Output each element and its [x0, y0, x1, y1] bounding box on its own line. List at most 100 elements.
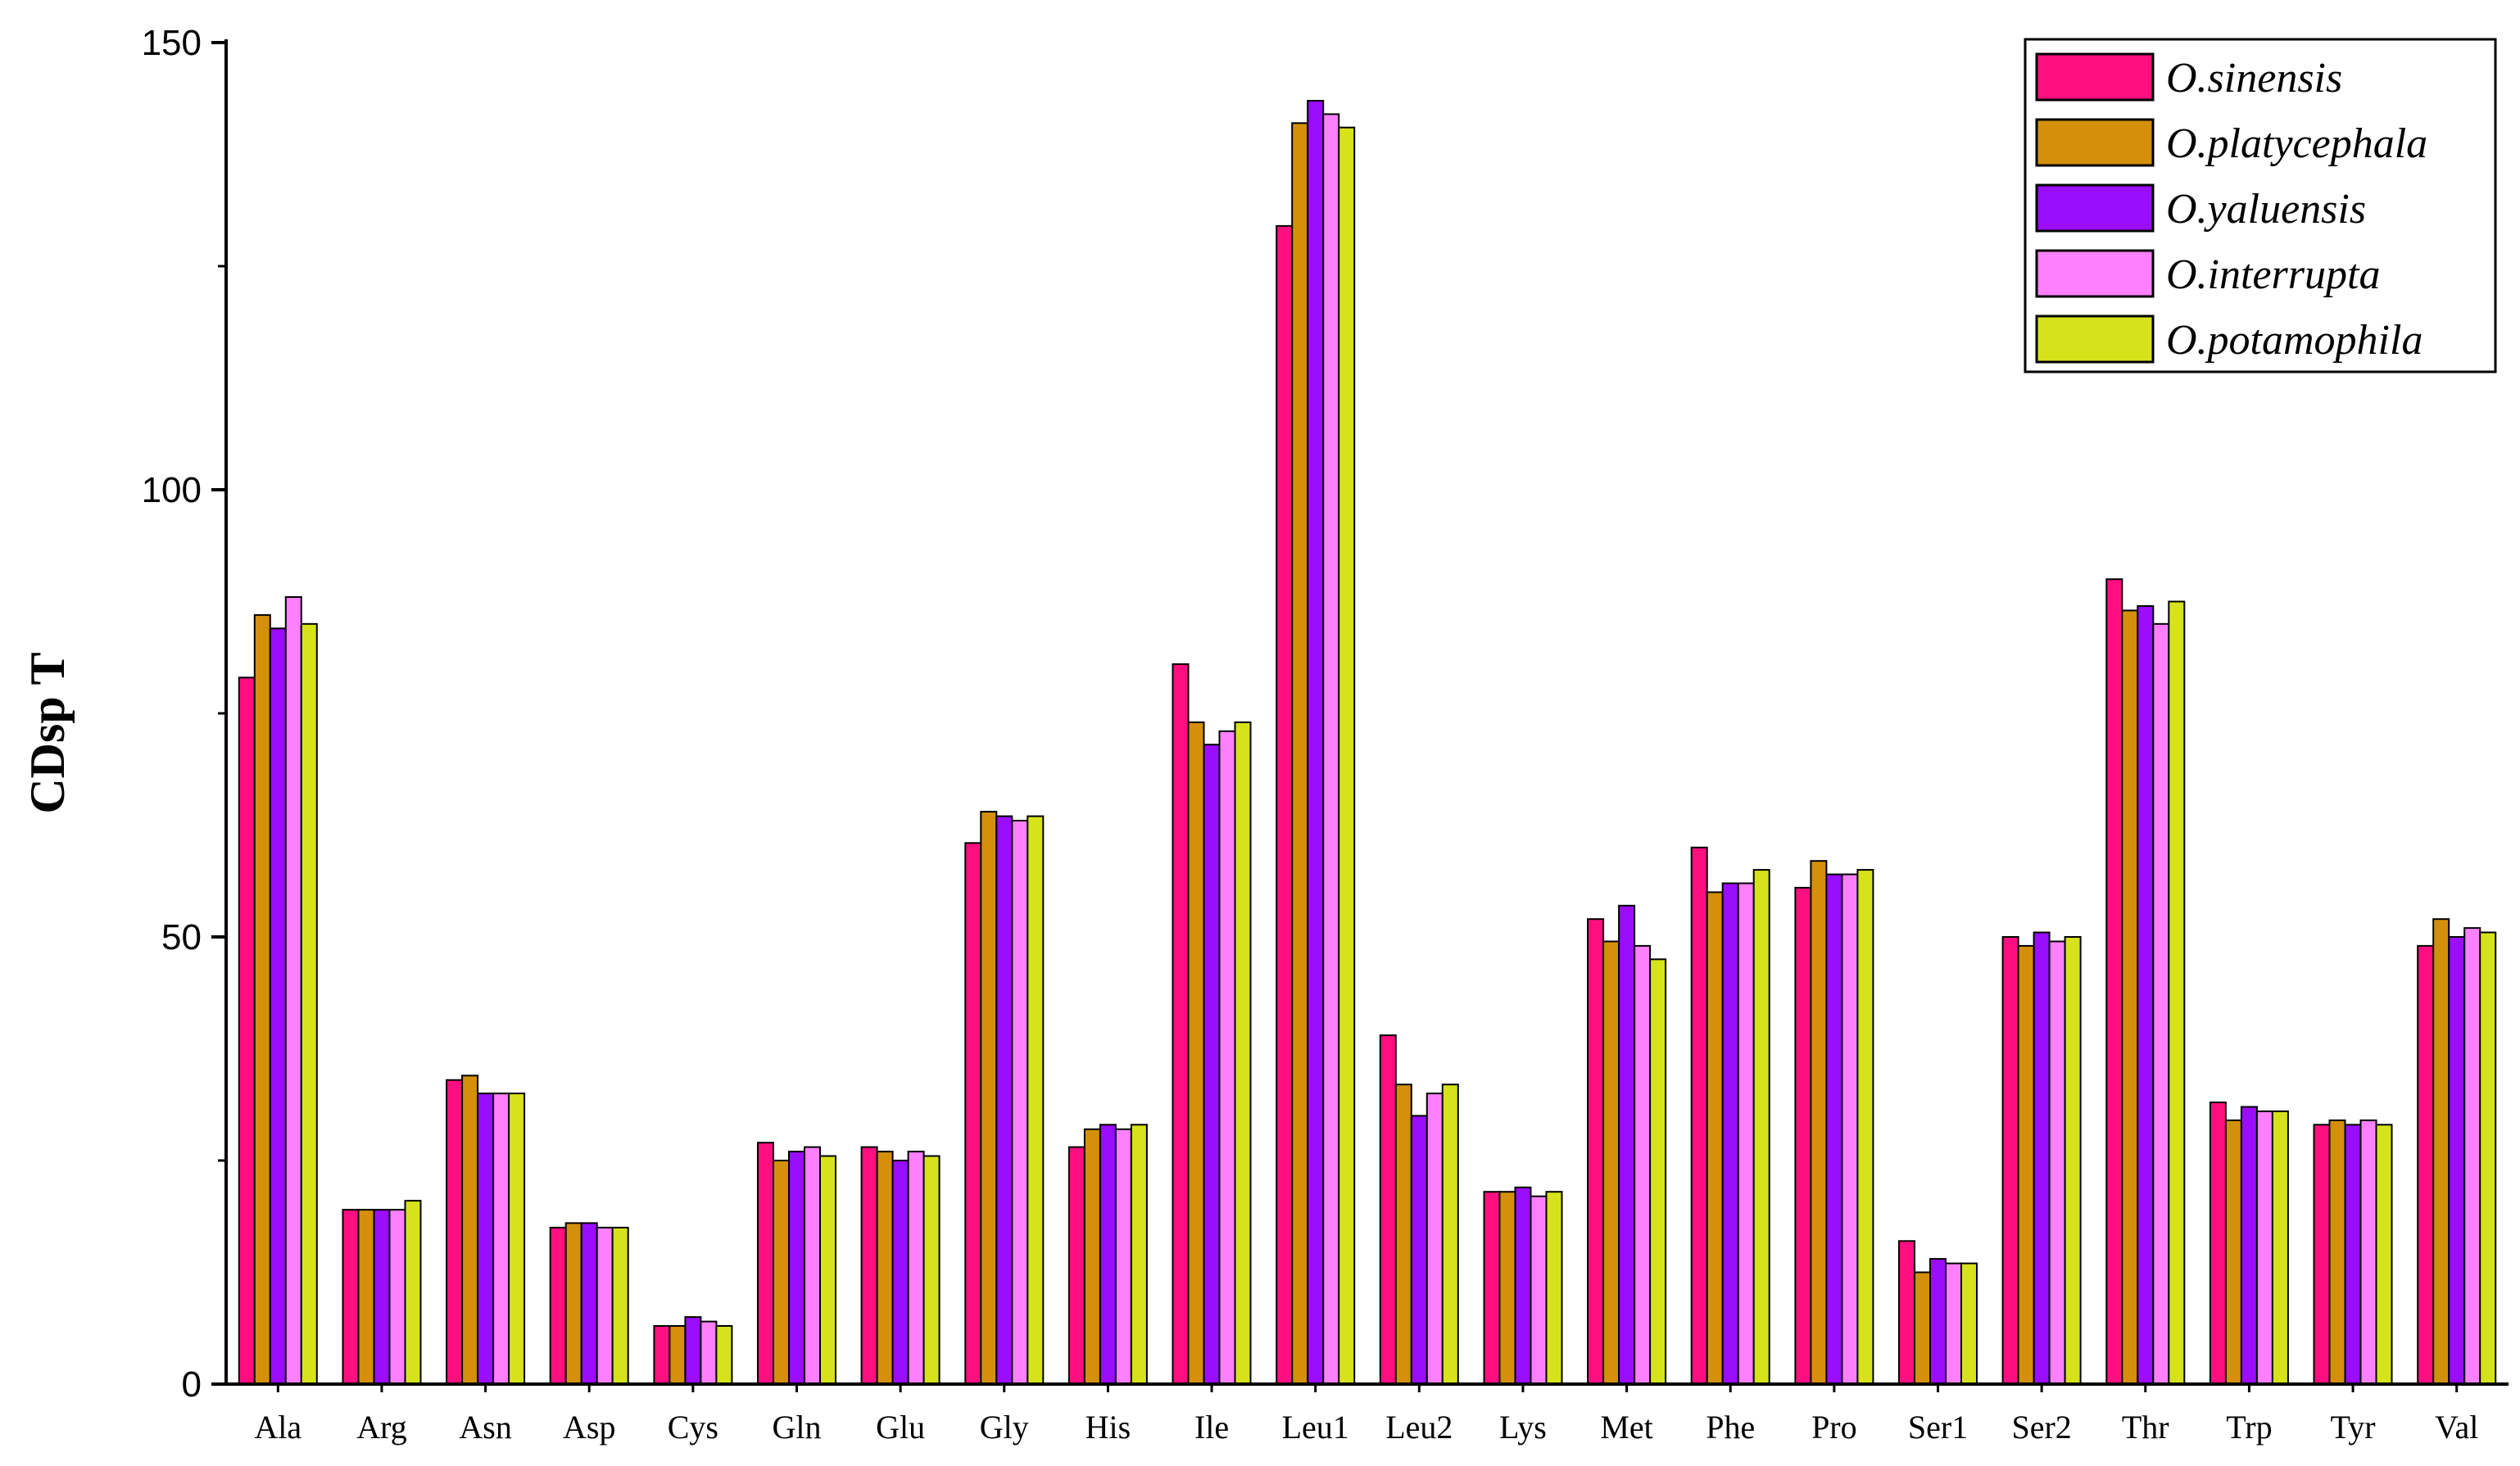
- bar-Lys-O.sinensis: [1483, 1191, 1501, 1385]
- bar-Phe-O.sinensis: [1690, 846, 1708, 1386]
- bar-Arg-O.platycephala: [357, 1209, 375, 1385]
- bar-Lys-O.potamophila: [1545, 1191, 1563, 1385]
- bar-Gln-O.potamophila: [819, 1155, 836, 1385]
- bar-Ala-O.yaluensis: [269, 627, 287, 1385]
- bar-His-O.potamophila: [1130, 1124, 1148, 1386]
- bar-Tyr-O.platycephala: [2328, 1119, 2346, 1386]
- bar-Cys-O.platycephala: [669, 1325, 687, 1385]
- legend-label-O.platycephala: O.platycephala: [2166, 120, 2427, 167]
- bar-His-O.sinensis: [1067, 1146, 1086, 1385]
- bar-Trp-O.potamophila: [2271, 1110, 2289, 1386]
- bar-Asp-O.sinensis: [549, 1226, 567, 1386]
- bar-Asp-O.potamophila: [611, 1226, 629, 1386]
- bar-Leu2-O.platycephala: [1394, 1084, 1412, 1385]
- y-axis-label: CDsp T: [20, 652, 75, 813]
- bar-Thr-O.platycephala: [2121, 609, 2139, 1385]
- bar-Met-O.sinensis: [1587, 918, 1605, 1385]
- bar-Leu2-O.sinensis: [1379, 1034, 1397, 1385]
- bar-Ser1-O.yaluensis: [1929, 1258, 1947, 1385]
- bar-Ser1-O.interrupta: [1945, 1262, 1962, 1385]
- bar-Thr-O.yaluensis: [2137, 605, 2155, 1385]
- bar-Thr-O.sinensis: [2105, 578, 2123, 1385]
- bar-Ser1-O.sinensis: [1898, 1240, 1915, 1386]
- x-tick-label-Ser2: Ser2: [2011, 1409, 2071, 1446]
- x-tick-label-Glu: Glu: [876, 1409, 925, 1446]
- bar-Asn-O.yaluensis: [477, 1093, 495, 1385]
- bar-Tyr-O.potamophila: [2375, 1124, 2393, 1386]
- legend-swatch-O.sinensis: [2035, 52, 2155, 102]
- x-tick-label-Thr: Thr: [2122, 1409, 2169, 1446]
- bar-Val-O.platycephala: [2432, 918, 2450, 1385]
- legend-swatch-O.potamophila: [2035, 314, 2155, 364]
- bar-Ser2-O.interrupta: [2048, 940, 2066, 1385]
- bar-Asn-O.interrupta: [492, 1093, 510, 1385]
- bar-Arg-O.interrupta: [388, 1209, 406, 1385]
- bar-Phe-O.potamophila: [1752, 869, 1770, 1385]
- bar-Ser1-O.platycephala: [1914, 1271, 1931, 1385]
- bar-Ile-O.potamophila: [1234, 721, 1252, 1385]
- bar-Ser2-O.potamophila: [2064, 936, 2082, 1385]
- bar-Trp-O.platycephala: [2224, 1119, 2242, 1386]
- bar-Ile-O.yaluensis: [1203, 744, 1221, 1385]
- x-tick-label-Asn: Asn: [459, 1409, 511, 1446]
- bar-His-O.yaluensis: [1099, 1124, 1117, 1386]
- bar-His-O.platycephala: [1083, 1128, 1101, 1386]
- bar-Gln-O.yaluensis: [788, 1151, 805, 1385]
- bar-Phe-O.interrupta: [1737, 882, 1755, 1385]
- bar-Arg-O.yaluensis: [373, 1209, 391, 1385]
- bar-Gln-O.sinensis: [757, 1142, 774, 1385]
- bar-Ser2-O.platycephala: [2017, 944, 2035, 1385]
- x-tick-label-Cys: Cys: [668, 1409, 718, 1446]
- bar-Tyr-O.interrupta: [2359, 1119, 2377, 1386]
- x-tick-label-Trp: Trp: [2226, 1409, 2272, 1446]
- bar-Trp-O.sinensis: [2209, 1102, 2227, 1385]
- bar-Glu-O.sinensis: [860, 1146, 878, 1385]
- bar-Leu2-O.potamophila: [1441, 1084, 1459, 1385]
- y-tick-label-100: 100: [142, 470, 202, 510]
- legend-swatch-O.interrupta: [2035, 249, 2155, 298]
- bar-Glu-O.interrupta: [907, 1151, 925, 1385]
- x-tick-label-Arg: Arg: [356, 1409, 406, 1446]
- bar-Trp-O.interrupta: [2255, 1110, 2273, 1386]
- bar-Gln-O.platycephala: [773, 1160, 790, 1385]
- y-tick-label-50: 50: [161, 917, 202, 957]
- bar-Lys-O.yaluensis: [1514, 1186, 1532, 1386]
- bar-Asp-O.platycephala: [564, 1222, 582, 1386]
- bar-Asn-O.sinensis: [446, 1079, 464, 1385]
- bar-Glu-O.platycephala: [876, 1151, 894, 1385]
- x-tick-label-Ala: Ala: [254, 1409, 301, 1446]
- x-tick-label-Asp: Asp: [563, 1409, 615, 1446]
- bar-Val-O.interrupta: [2463, 927, 2481, 1385]
- bar-Pro-O.yaluensis: [1825, 873, 1843, 1385]
- bar-Ser1-O.potamophila: [1960, 1262, 1978, 1385]
- x-tick-label-His: His: [1086, 1409, 1131, 1446]
- x-tick-label-Gln: Gln: [773, 1409, 822, 1446]
- bar-Trp-O.yaluensis: [2240, 1106, 2258, 1385]
- x-tick-label-Ile: Ile: [1194, 1409, 1229, 1446]
- bar-Met-O.interrupta: [1634, 944, 1652, 1385]
- bar-Leu1-O.potamophila: [1338, 126, 1356, 1386]
- bar-Phe-O.platycephala: [1706, 891, 1724, 1385]
- bar-Ser2-O.sinensis: [2001, 936, 2019, 1385]
- bar-Lys-O.interrupta: [1530, 1195, 1548, 1385]
- x-tick-label-Val: Val: [2435, 1409, 2478, 1446]
- bar-Gly-O.sinensis: [964, 842, 982, 1386]
- bar-Asp-O.yaluensis: [580, 1222, 598, 1386]
- bar-Gly-O.platycephala: [980, 811, 998, 1385]
- y-tick-label-150: 150: [142, 23, 202, 63]
- x-tick-label-Phe: Phe: [1706, 1409, 1755, 1446]
- bar-Leu1-O.yaluensis: [1307, 100, 1325, 1385]
- bar-Cys-O.potamophila: [715, 1325, 733, 1385]
- legend-label-O.sinensis: O.sinensis: [2166, 55, 2342, 102]
- bar-Ser2-O.yaluensis: [2033, 931, 2051, 1385]
- bar-Arg-O.sinensis: [342, 1209, 360, 1385]
- bar-Ile-O.platycephala: [1187, 721, 1205, 1385]
- bar-Asn-O.platycephala: [461, 1075, 479, 1386]
- bar-Asp-O.interrupta: [596, 1226, 614, 1386]
- bar-Ile-O.sinensis: [1172, 663, 1190, 1385]
- bar-Asn-O.potamophila: [508, 1093, 526, 1385]
- bar-Val-O.sinensis: [2417, 944, 2435, 1385]
- bar-Val-O.potamophila: [2479, 931, 2497, 1385]
- x-tick-label-Gly: Gly: [980, 1409, 1029, 1446]
